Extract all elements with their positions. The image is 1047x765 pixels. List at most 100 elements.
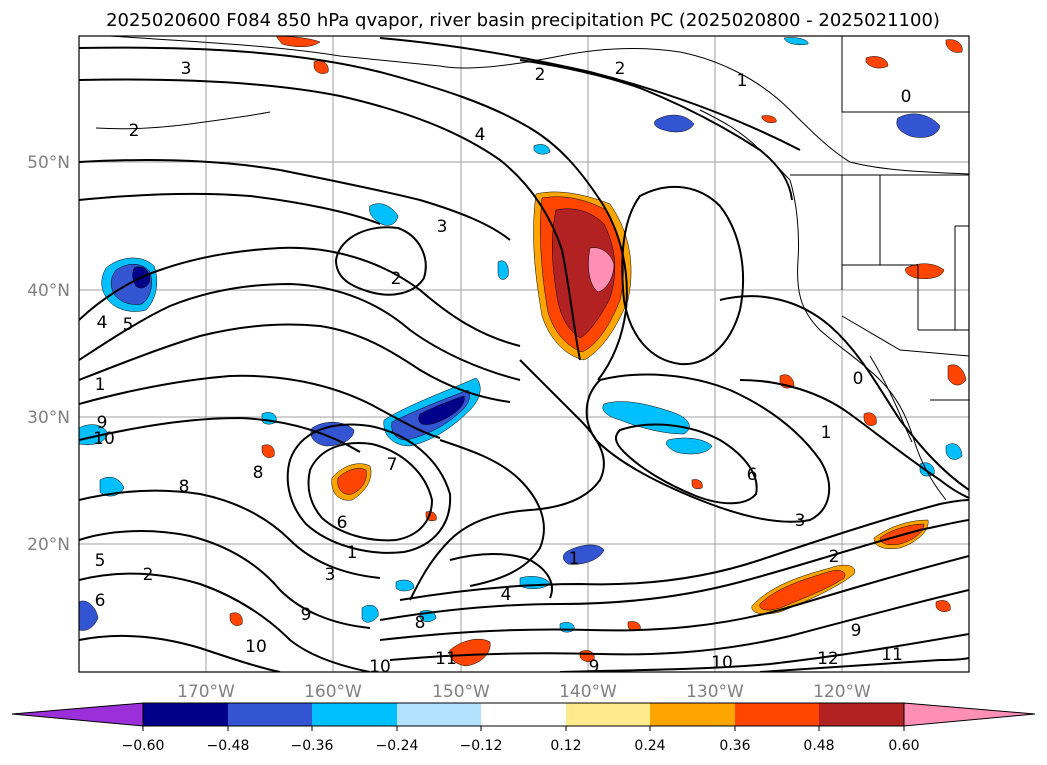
- colorbar-seg-5: [481, 703, 566, 726]
- lon-label-120w: 120°W: [813, 682, 871, 702]
- contour-label: 3: [795, 511, 806, 531]
- contour-label: 9: [589, 657, 600, 677]
- lon-label-170w: 170°W: [177, 682, 235, 702]
- coastline-west-us: [789, 179, 947, 501]
- contour-label: 10: [93, 429, 115, 449]
- contour-sw-3: [79, 572, 371, 672]
- colorbar-extend-left: [11, 702, 144, 727]
- contour-arc-2: [379, 37, 801, 151]
- contour-label: 7: [387, 455, 398, 475]
- contour-label: 10: [369, 657, 391, 677]
- colorbar-seg-1: [143, 703, 228, 726]
- contour-label: 2: [143, 565, 154, 585]
- shade-blue-b5: [559, 622, 575, 633]
- precip-shading: [79, 36, 967, 667]
- contour-sw-1: [79, 489, 381, 579]
- shade-blue-n1: [369, 203, 399, 226]
- border-mexico: [841, 315, 969, 357]
- shade-blue-b2: [361, 605, 379, 623]
- contour-west-2: [79, 282, 521, 381]
- shade-blue-mid-east-2: [666, 437, 713, 455]
- contour-label: 2: [535, 65, 546, 85]
- contour-mid-1: [409, 359, 605, 601]
- shade-blue-sw: [79, 600, 99, 631]
- contour-labels: 3 2 2 1 0 4 3 2 2 4 5 1 9 10 8 8 7 6 1 3…: [93, 59, 911, 677]
- lon-label-150w: 150°W: [432, 682, 490, 702]
- contour-label: 2: [391, 269, 402, 289]
- colorbar-seg-6: [566, 703, 650, 726]
- contour-north-3: [79, 159, 511, 241]
- contour-arc-1: [519, 59, 793, 201]
- shade-red-top3: [761, 115, 777, 124]
- shade-red-top5: [945, 39, 963, 53]
- colorbar-seg-4: [397, 703, 481, 726]
- colorbar-tick-label: −0.24: [376, 738, 419, 754]
- shade-red-se-inner: [759, 570, 846, 611]
- colorbar-frame: [142, 702, 905, 727]
- contour-label: 1: [347, 543, 358, 563]
- shade-blue-n4: [497, 260, 509, 280]
- contour-east-inner: [614, 423, 758, 505]
- shade-red-s: [449, 639, 491, 667]
- contour-label: 2: [829, 547, 840, 567]
- shade-red-c-inner: [337, 468, 367, 495]
- contour-sw-2: [79, 530, 371, 629]
- shade-blue-b6: [261, 412, 277, 425]
- chart-title: 2025020600 F084 850 hPa qvapor, river ba…: [106, 10, 940, 31]
- colorbar-seg-7: [650, 703, 735, 726]
- colorbar-tick-label: 0.24: [634, 738, 665, 754]
- contour-label: 1: [737, 71, 748, 91]
- contour-label: 10: [245, 637, 267, 657]
- map-panel: 3 2 2 1 0 4 3 2 2 4 5 1 9 10 8 8 7 6 1 3…: [27, 35, 970, 702]
- shade-red-top1: [275, 36, 321, 47]
- coastline-baja: [869, 355, 913, 443]
- shade-blue-south: [563, 544, 605, 565]
- contour-label: 11: [435, 649, 457, 669]
- contour-mid-3: [449, 553, 553, 599]
- contour-east-blob: [621, 185, 745, 366]
- lat-labels: 50°N 40°N 30°N 20°N: [27, 153, 70, 555]
- contour-label: 3: [181, 59, 192, 79]
- colorbar: −0.60 −0.48 −0.36 −0.24 −0.12 0.12 0.24 …: [11, 702, 1036, 754]
- contour-label: 10: [711, 653, 733, 673]
- shade-red-top4: [865, 56, 889, 69]
- contour-north-2: [79, 78, 581, 361]
- contour-label: 11: [881, 645, 903, 665]
- contour-central-loop-2: [307, 442, 434, 542]
- shade-red-ne2: [947, 364, 967, 386]
- lon-labels: 170°W 160°W 150°W 140°W 130°W 120°W: [177, 682, 871, 702]
- colorbar-seg-8: [735, 703, 819, 726]
- contour-label: 5: [123, 315, 134, 335]
- contour-label: 9: [301, 605, 312, 625]
- contour-se-4: [389, 589, 969, 661]
- shade-plume-darkred: [552, 208, 615, 339]
- contour-label: 1: [821, 423, 832, 443]
- contour-label: 3: [325, 565, 336, 585]
- colorbar-tick-label: −0.48: [207, 738, 250, 754]
- contour-label: 8: [253, 463, 264, 483]
- lat-label-40n: 40°N: [27, 281, 70, 301]
- contour-loop-2: [334, 226, 427, 296]
- contour-label: 6: [95, 591, 106, 611]
- border-states-1: [841, 175, 919, 330]
- shade-blue-n3: [533, 144, 551, 155]
- shade-blue-b8: [945, 443, 963, 460]
- colorbar-seg-9: [819, 703, 904, 726]
- colorbar-tick-labels: −0.60 −0.48 −0.36 −0.24 −0.12 0.12 0.24 …: [122, 738, 920, 754]
- coastline-alaska: [109, 36, 969, 175]
- contour-mid-2: [439, 439, 545, 587]
- contour-east-1: [719, 295, 969, 491]
- shade-red-s6: [691, 479, 703, 490]
- shade-red-s5: [261, 444, 275, 458]
- contour-label: 8: [415, 613, 426, 633]
- contour-west-1: [79, 246, 521, 347]
- contour-label: 8: [179, 477, 190, 497]
- colorbar-tick-label: −0.36: [291, 738, 334, 754]
- map-frame: [78, 35, 970, 673]
- contour-sw-4: [79, 634, 281, 672]
- contour-label: 6: [747, 465, 758, 485]
- colorbar-tick-label: 0.36: [719, 738, 750, 754]
- contour-west-3: [79, 323, 511, 403]
- contour-label: 9: [851, 621, 862, 641]
